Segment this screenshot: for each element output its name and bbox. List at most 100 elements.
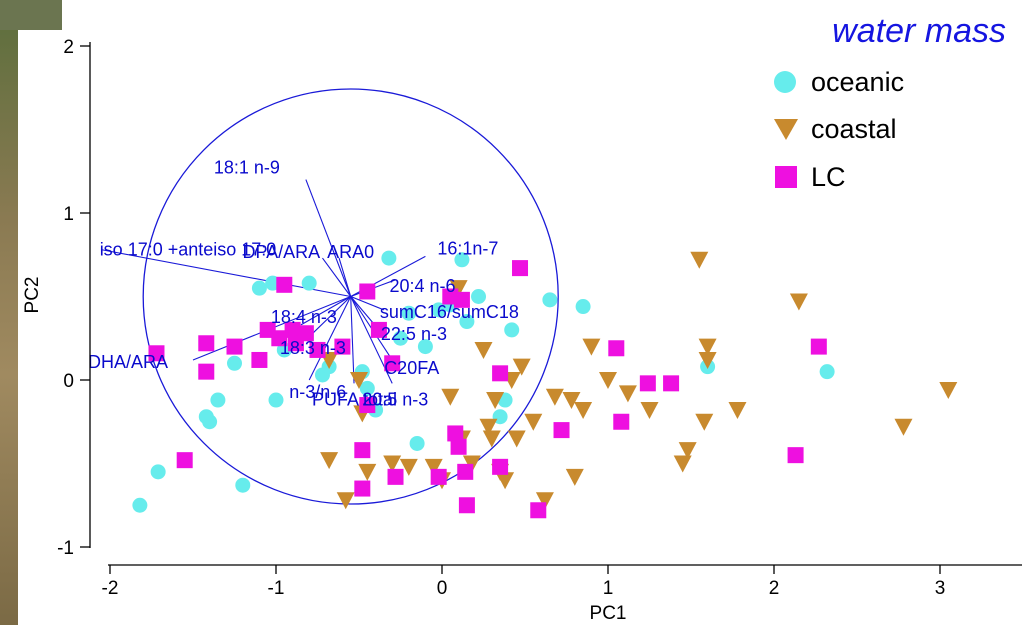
point-LC [284, 321, 301, 338]
loading-vector [308, 296, 352, 381]
point-coastal [678, 442, 697, 460]
background-photo-corner [0, 0, 62, 30]
point-coastal [507, 430, 526, 448]
point-coastal [640, 402, 659, 420]
x-tick-label: 3 [935, 578, 946, 599]
point-coastal [695, 413, 714, 431]
point-oceanic [235, 477, 251, 493]
point-LC [447, 425, 464, 442]
point-coastal [535, 492, 554, 510]
point-coastal [698, 351, 717, 369]
point-LC [787, 447, 804, 464]
point-coastal [789, 293, 808, 311]
point-oceanic [210, 392, 226, 408]
loading-vector [338, 257, 352, 297]
point-coastal [486, 392, 505, 410]
point-oceanic [542, 292, 558, 308]
vector-label: 22:5 n-3 [381, 324, 447, 344]
y-tick-label: 2 [63, 37, 74, 58]
point-oceanic [417, 339, 433, 355]
point-oceanic [409, 435, 425, 451]
point-LC [387, 468, 404, 485]
legend-title: water mass [832, 12, 1006, 50]
point-oceanic [393, 330, 408, 346]
point-coastal [320, 452, 339, 470]
point-LC [639, 375, 656, 392]
legend-marker-lc [775, 166, 797, 188]
point-coastal [545, 388, 564, 406]
vector-label: C20FA [384, 358, 439, 378]
point-coastal [574, 402, 593, 420]
loading-vector [322, 257, 352, 297]
legend: water mass oceanic coastal LC [774, 12, 1006, 192]
point-coastal [690, 251, 709, 269]
x-tick-label: 0 [437, 578, 448, 599]
vector-label: PUFA total [312, 389, 397, 409]
point-coastal [496, 472, 515, 490]
vector-label: 20:5 n-3 [362, 389, 428, 409]
point-coastal [424, 458, 443, 476]
legend-label-lc: LC [811, 162, 846, 192]
point-LC [458, 497, 475, 514]
y-axis-title: PC2 [22, 277, 43, 314]
point-coastal [449, 280, 468, 298]
vector-label: 18:1 n-9 [214, 158, 280, 178]
point-coastal [582, 338, 601, 356]
point-coastal [939, 382, 958, 400]
point-LC [198, 363, 215, 380]
point-coastal [698, 338, 717, 356]
point-oceanic [431, 302, 447, 318]
point-LC [457, 463, 474, 480]
y-tick-label: 1 [63, 204, 74, 225]
point-LC [530, 502, 547, 519]
loading-vector [350, 295, 385, 311]
loading-vector [300, 296, 351, 326]
point-coastal [383, 455, 402, 473]
point-LC [226, 338, 243, 355]
point-oceanic [132, 497, 148, 513]
point-LC [512, 260, 529, 277]
vector-label: 18:4 n-3 [271, 307, 337, 327]
point-LC [198, 335, 215, 352]
point-LC [334, 338, 351, 355]
point-oceanic [504, 322, 520, 338]
point-LC [251, 351, 268, 368]
point-oceanic [819, 364, 835, 380]
legend-marker-coastal [774, 119, 798, 140]
point-LC [271, 330, 288, 347]
point-LC [354, 480, 371, 497]
vector-label: 16:1n-7 [437, 238, 498, 258]
point-coastal [673, 455, 692, 473]
vector-label: iso 17:0 +anteiso 17:0 [100, 240, 277, 260]
point-coastal [524, 413, 543, 431]
point-oceanic [459, 314, 475, 330]
point-LC [354, 442, 371, 459]
point-coastal [482, 430, 501, 448]
point-LC [453, 291, 470, 308]
point-LC [492, 458, 509, 475]
point-oceanic [202, 414, 218, 430]
point-oceanic [575, 299, 591, 315]
vector-label: DHA/ARA [88, 352, 168, 372]
point-LC [384, 355, 401, 372]
point-LC [176, 452, 193, 469]
point-oceanic [268, 392, 284, 408]
point-LC [276, 276, 293, 293]
vector-label: 20:4 n-6 [390, 276, 456, 296]
x-axis-title: PC1 [590, 603, 627, 624]
point-LC [370, 321, 387, 338]
axes-layer: -2 -1 0 1 2 3 -1 0 1 2 [57, 37, 1022, 599]
background-photo-strip [0, 0, 18, 625]
point-oceanic [471, 289, 487, 304]
point-LC [608, 340, 625, 357]
point-oceanic [381, 250, 397, 266]
point-LC [309, 341, 326, 358]
y-tick-label: 0 [63, 371, 74, 392]
point-LC [430, 468, 447, 485]
point-coastal [479, 418, 498, 436]
vector-label: n-3/n-6 [289, 382, 346, 402]
point-coastal [358, 463, 377, 481]
y-tick-label: -1 [57, 538, 74, 559]
point-LC [148, 345, 165, 362]
